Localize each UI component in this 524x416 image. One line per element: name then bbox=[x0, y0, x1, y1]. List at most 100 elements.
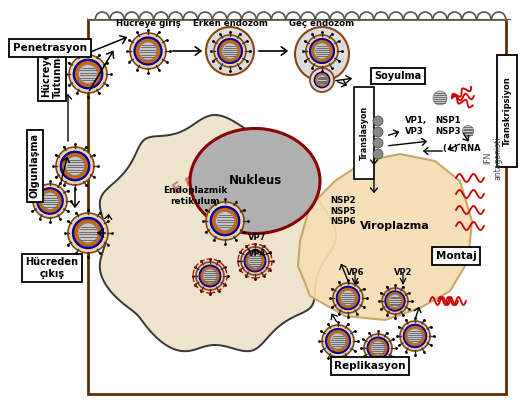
Circle shape bbox=[200, 266, 220, 286]
Circle shape bbox=[373, 127, 383, 137]
Text: Replikasyon: Replikasyon bbox=[334, 361, 406, 371]
Circle shape bbox=[56, 147, 94, 185]
Circle shape bbox=[136, 39, 160, 63]
Circle shape bbox=[295, 27, 349, 81]
Circle shape bbox=[66, 156, 84, 176]
Circle shape bbox=[72, 218, 104, 249]
Text: IFN
antagonisti: IFN antagonisti bbox=[483, 136, 503, 180]
Circle shape bbox=[368, 338, 388, 358]
Circle shape bbox=[33, 184, 67, 218]
Circle shape bbox=[214, 35, 246, 67]
Circle shape bbox=[199, 265, 221, 287]
Circle shape bbox=[314, 72, 330, 88]
Circle shape bbox=[341, 290, 355, 305]
Polygon shape bbox=[298, 154, 472, 320]
Circle shape bbox=[222, 43, 238, 59]
Circle shape bbox=[134, 37, 162, 65]
Text: NSP1
NSP3: NSP1 NSP3 bbox=[435, 116, 461, 136]
Circle shape bbox=[373, 138, 383, 148]
Circle shape bbox=[382, 288, 408, 314]
Text: Hücreye giriş: Hücreye giriş bbox=[116, 20, 180, 29]
Text: Hücreden
çıkış: Hücreden çıkış bbox=[26, 257, 79, 279]
Circle shape bbox=[317, 75, 327, 85]
Circle shape bbox=[433, 91, 447, 105]
Circle shape bbox=[78, 223, 98, 243]
Circle shape bbox=[139, 42, 157, 60]
Circle shape bbox=[327, 330, 349, 352]
Circle shape bbox=[217, 39, 243, 64]
Circle shape bbox=[330, 333, 346, 349]
Text: VP6: VP6 bbox=[346, 268, 364, 277]
Circle shape bbox=[73, 59, 103, 89]
Circle shape bbox=[367, 337, 389, 359]
Circle shape bbox=[386, 292, 404, 310]
Text: VP7: VP7 bbox=[248, 233, 266, 243]
Circle shape bbox=[306, 35, 338, 67]
Text: NSP2
NSP5
NSP6: NSP2 NSP5 NSP6 bbox=[330, 196, 356, 226]
Circle shape bbox=[310, 39, 334, 64]
Circle shape bbox=[364, 334, 392, 362]
Circle shape bbox=[203, 269, 217, 283]
Circle shape bbox=[400, 321, 430, 351]
Text: E n t e r o s i t: E n t e r o s i t bbox=[170, 125, 270, 197]
Circle shape bbox=[38, 189, 62, 213]
Circle shape bbox=[405, 326, 425, 346]
Text: Endoplazmik
retikulum: Endoplazmik retikulum bbox=[163, 186, 227, 206]
Polygon shape bbox=[100, 115, 336, 351]
Text: VP4→: VP4→ bbox=[248, 248, 274, 258]
Circle shape bbox=[215, 211, 235, 230]
Circle shape bbox=[79, 64, 97, 84]
Circle shape bbox=[206, 202, 244, 240]
Text: Nukleus: Nukleus bbox=[228, 174, 281, 188]
Text: Penetrasyon: Penetrasyon bbox=[13, 43, 87, 53]
Text: Translasyon: Translasyon bbox=[359, 106, 368, 160]
Circle shape bbox=[463, 126, 474, 136]
Text: Transkripsiyоn: Transkripsiyоn bbox=[503, 76, 511, 146]
Circle shape bbox=[206, 27, 254, 75]
Circle shape bbox=[130, 33, 166, 69]
Circle shape bbox=[315, 73, 329, 87]
Circle shape bbox=[371, 341, 385, 355]
Circle shape bbox=[69, 55, 107, 93]
Circle shape bbox=[60, 151, 90, 181]
Text: VP1,
VP3: VP1, VP3 bbox=[405, 116, 427, 136]
Circle shape bbox=[196, 262, 224, 290]
Circle shape bbox=[373, 149, 383, 159]
Circle shape bbox=[248, 254, 262, 268]
Text: Geç endozom: Geç endozom bbox=[289, 18, 355, 27]
Circle shape bbox=[75, 61, 101, 87]
Circle shape bbox=[385, 291, 405, 311]
Circle shape bbox=[37, 188, 63, 214]
Text: Erken endozom: Erken endozom bbox=[192, 20, 267, 29]
Circle shape bbox=[212, 208, 238, 234]
FancyBboxPatch shape bbox=[354, 87, 374, 179]
Circle shape bbox=[68, 213, 108, 253]
Circle shape bbox=[333, 283, 363, 313]
Text: Olgunlaşma: Olgunlaşma bbox=[30, 134, 40, 198]
Circle shape bbox=[311, 40, 333, 62]
Circle shape bbox=[245, 251, 265, 271]
FancyBboxPatch shape bbox=[497, 55, 517, 167]
Circle shape bbox=[373, 116, 383, 126]
Circle shape bbox=[310, 68, 334, 92]
Ellipse shape bbox=[190, 129, 320, 233]
Circle shape bbox=[219, 40, 241, 62]
Circle shape bbox=[210, 206, 240, 236]
Circle shape bbox=[403, 324, 427, 348]
Circle shape bbox=[41, 193, 59, 210]
Circle shape bbox=[408, 329, 422, 344]
Circle shape bbox=[388, 295, 401, 307]
Circle shape bbox=[244, 250, 266, 272]
Circle shape bbox=[74, 219, 102, 247]
Text: Hücreye
Tutunma: Hücreye Tutunma bbox=[41, 50, 63, 98]
Circle shape bbox=[325, 329, 351, 354]
Circle shape bbox=[336, 286, 359, 310]
Circle shape bbox=[241, 247, 269, 275]
FancyBboxPatch shape bbox=[88, 19, 506, 394]
Circle shape bbox=[322, 325, 354, 357]
Circle shape bbox=[314, 43, 330, 59]
Circle shape bbox=[337, 288, 358, 308]
Circle shape bbox=[62, 153, 88, 179]
Text: VP2: VP2 bbox=[394, 268, 412, 277]
Text: Viroplazma: Viroplazma bbox=[360, 221, 430, 231]
